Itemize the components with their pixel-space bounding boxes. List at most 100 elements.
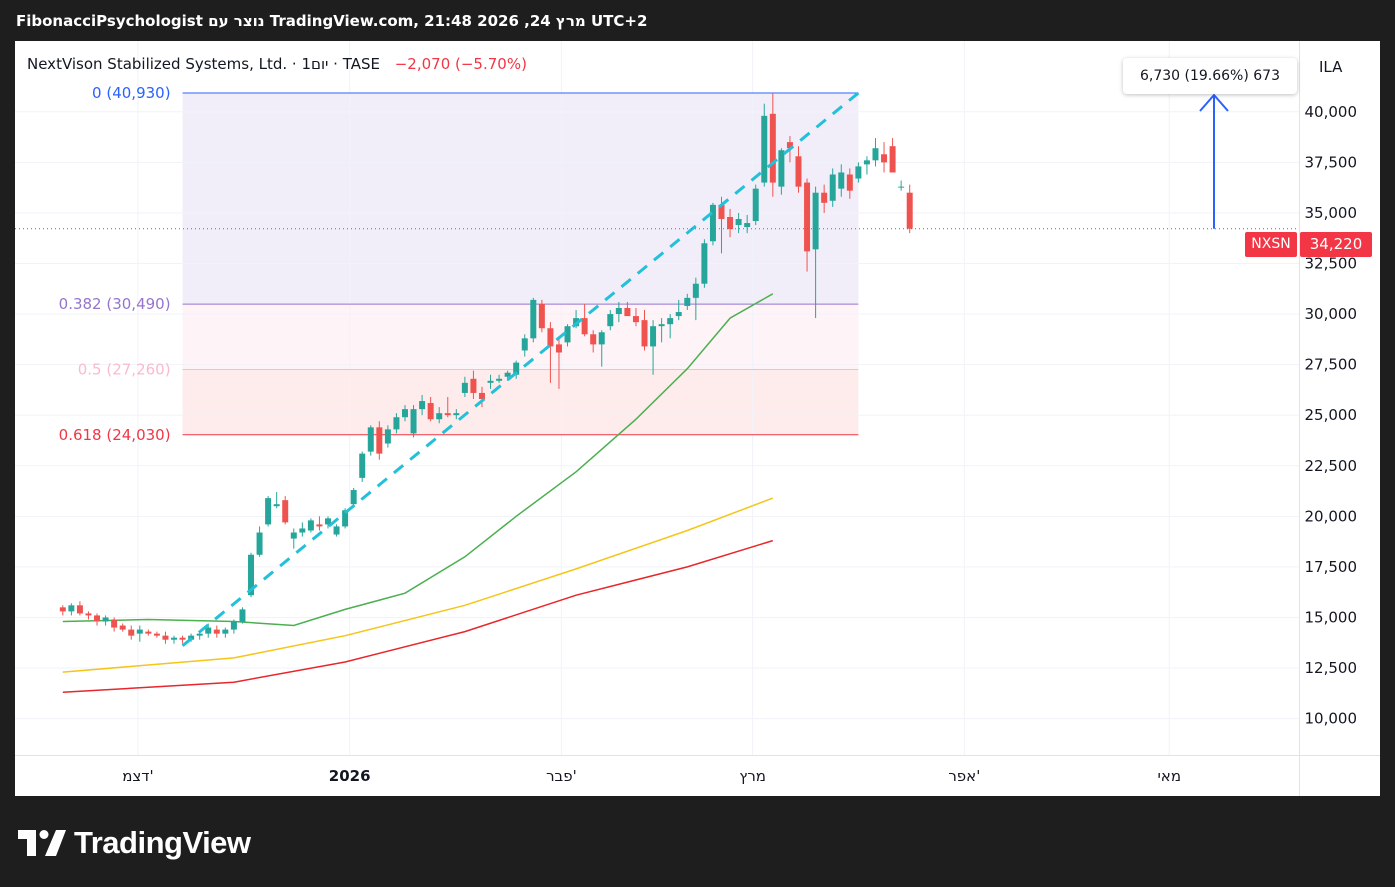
candle-42 — [419, 394, 426, 416]
candle-5 — [102, 615, 109, 626]
candle-body — [461, 382, 468, 393]
candle-7 — [119, 623, 126, 632]
candle-71 — [667, 314, 674, 339]
candle-75 — [701, 239, 708, 288]
candle-86 — [795, 146, 802, 193]
candle-81 — [752, 184, 759, 226]
candle-body — [778, 150, 785, 187]
candle-37 — [376, 421, 383, 460]
candle-body — [581, 318, 588, 335]
candle-62 — [590, 330, 597, 353]
y-tick-label-5: 22,500 — [1305, 457, 1358, 475]
candle-body — [675, 312, 682, 317]
candle-76 — [709, 202, 716, 246]
measure-tooltip: 6,730 (19.66%) 673 — [1123, 58, 1297, 94]
candle-body — [846, 174, 853, 191]
candle-26 — [282, 496, 289, 525]
x-tick-label-2: פבר' — [546, 767, 577, 785]
candle-body — [401, 409, 408, 418]
candle-83 — [769, 92, 776, 197]
last-price-tag: 34,220 — [1300, 232, 1372, 257]
candle-body — [325, 518, 331, 525]
candle-91 — [838, 164, 845, 197]
candle-41 — [410, 405, 417, 438]
candle-35 — [359, 451, 366, 482]
candle-body — [350, 490, 357, 505]
candle-body — [786, 142, 793, 149]
candle-body — [487, 380, 494, 383]
candle-3 — [85, 611, 92, 620]
candle-body — [838, 172, 845, 189]
snapshot-caption: FibonacciPsychologist נוצר עם TradingVie… — [16, 12, 648, 30]
candle-body — [119, 625, 126, 630]
candle-body — [290, 532, 297, 539]
candle-87 — [804, 178, 811, 272]
price-change: −2,070 (−5.70%) — [394, 55, 527, 73]
candle-88 — [812, 186, 819, 319]
candle-body — [701, 243, 708, 284]
fib-zone-1 — [182, 304, 859, 370]
y-tick-label-4: 20,000 — [1305, 507, 1358, 525]
candle-38 — [384, 425, 391, 448]
ticker-price-tag: NXSN — [1245, 232, 1297, 257]
candle-79 — [735, 212, 742, 234]
candle-body — [667, 318, 674, 325]
candle-body — [85, 613, 92, 616]
candle-body — [410, 409, 417, 434]
fib-zone-2 — [182, 369, 859, 435]
candle-body — [607, 314, 614, 327]
candle-body — [171, 637, 178, 640]
candle-68 — [641, 310, 648, 351]
candle-body — [513, 362, 520, 375]
candle-body — [384, 429, 391, 444]
fib-zone-0 — [182, 92, 859, 305]
candle-body — [230, 621, 237, 630]
candle-body — [273, 504, 280, 507]
candle-51 — [496, 374, 503, 383]
moving-average-long — [62, 539, 774, 694]
top-bar: FibonacciPsychologist נוצר עם TradingVie… — [0, 0, 1395, 40]
candle-body — [248, 554, 255, 596]
candle-14 — [179, 635, 186, 644]
candle-2 — [76, 601, 83, 616]
candle-19 — [222, 627, 229, 638]
x-tick-label-5: מאי — [1157, 767, 1181, 785]
candle-body — [564, 326, 571, 343]
candle-9 — [136, 625, 143, 642]
price-chart[interactable]: 0 (40,930) 0.382 (30,490) 0.5 (27,260) 0.61… — [15, 41, 1380, 796]
candle-body — [282, 500, 289, 523]
currency-label[interactable]: ILA — [1319, 58, 1343, 76]
symbol-name[interactable]: NextVison Stabilized Systems, Ltd. · 1יו… — [27, 55, 380, 73]
fib-label-1: 0.382 (30,490) — [59, 295, 171, 313]
candle-94 — [863, 156, 870, 175]
candle-body — [881, 154, 888, 163]
candle-body — [898, 186, 905, 188]
candle-body — [821, 192, 828, 203]
candle-57 — [547, 322, 554, 383]
candle-72 — [675, 299, 682, 321]
measure-arrow-head — [1199, 93, 1229, 112]
candle-body — [478, 392, 485, 400]
candle-50 — [487, 374, 494, 389]
candle-48 — [470, 370, 477, 400]
tradingview-logo[interactable]: TradingView — [18, 825, 251, 860]
candle-body — [684, 297, 691, 306]
candle-56 — [538, 299, 545, 333]
candle-73 — [684, 293, 691, 311]
candle-6 — [111, 617, 118, 632]
candle-body — [453, 413, 460, 416]
candle-body — [102, 617, 109, 622]
candle-30 — [316, 516, 323, 531]
candle-58 — [555, 338, 562, 389]
candle-body — [855, 166, 862, 179]
chart-panel[interactable]: 0 (40,930) 0.382 (30,490) 0.5 (27,260) 0.61… — [15, 41, 1380, 796]
y-tick-label-12: 40,000 — [1305, 103, 1358, 121]
candle-body — [419, 401, 426, 410]
symbol-header: NextVison Stabilized Systems, Ltd. · 1יו… — [27, 55, 527, 73]
candle-body — [436, 413, 443, 420]
candle-body — [256, 532, 263, 555]
candle-body — [727, 216, 734, 230]
candle-74 — [692, 277, 699, 321]
candle-body — [863, 160, 870, 165]
candle-body — [136, 629, 143, 634]
